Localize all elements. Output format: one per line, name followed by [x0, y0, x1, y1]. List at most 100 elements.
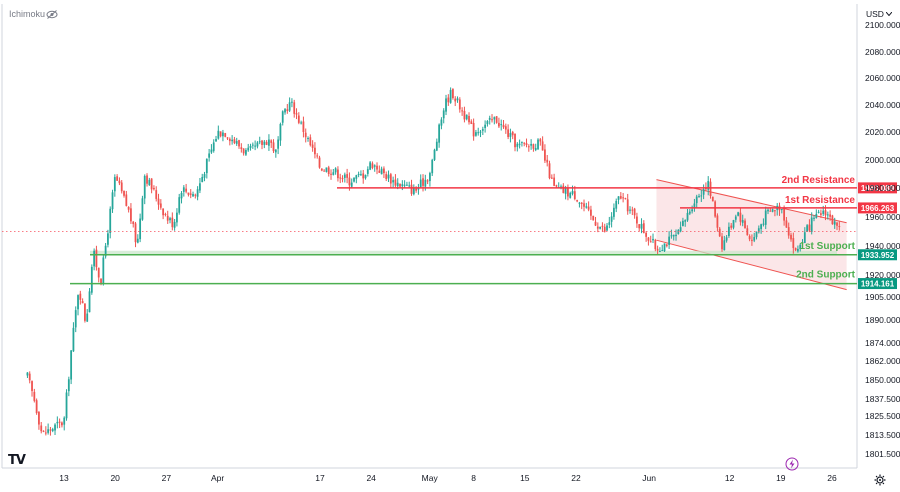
level-name-label: 2nd Resistance — [782, 175, 856, 186]
candle-body — [102, 257, 105, 284]
candle-body — [120, 182, 123, 192]
candle-body — [116, 176, 119, 181]
support-zone-band — [90, 250, 837, 255]
price-badge — [858, 202, 897, 214]
y-tick-label: 2020.000 — [865, 127, 900, 137]
candle-body — [176, 212, 178, 223]
candle-body — [663, 243, 666, 252]
candle-body — [383, 168, 385, 174]
candle-body — [537, 139, 539, 150]
candle-body — [546, 159, 549, 163]
candle-body — [774, 210, 776, 212]
candle-body — [484, 124, 487, 129]
candlestick-series — [2, 87, 857, 436]
candle-body — [67, 379, 70, 392]
y-tick-label: 1874.000 — [865, 338, 900, 348]
x-tick-label: 15 — [520, 473, 530, 483]
eye-icon[interactable] — [46, 10, 58, 19]
candle-body — [33, 391, 36, 401]
candle-body — [594, 221, 597, 226]
candle-body — [107, 233, 109, 245]
support-resistance-levels: 2nd Resistance 1980.089 1st Resistance 1966… — [70, 175, 897, 290]
candle-body — [251, 144, 254, 146]
candle-body — [560, 186, 562, 188]
candle-body — [58, 421, 61, 423]
currency-label[interactable]: USD — [866, 9, 884, 19]
indicator-label[interactable]: Ichimoku — [9, 9, 46, 19]
candle-body — [419, 179, 422, 187]
candle-body — [208, 153, 211, 158]
candle-body — [192, 194, 194, 197]
candle-body — [387, 174, 390, 179]
candle-body — [373, 165, 376, 167]
candle-body — [576, 200, 579, 202]
candle-body — [564, 188, 567, 194]
candle-body — [670, 235, 673, 237]
candle-body — [764, 210, 767, 225]
candle-body — [293, 102, 296, 114]
candle-body — [617, 196, 620, 200]
candle-body — [311, 144, 314, 148]
candle-body — [295, 113, 298, 115]
candle-body — [481, 129, 484, 131]
candle-body — [684, 220, 687, 222]
candle-body — [182, 187, 185, 192]
candle-body — [838, 226, 841, 228]
candle-body — [624, 198, 627, 200]
candle-body — [63, 417, 66, 425]
candle-body — [353, 177, 355, 182]
candle-body — [378, 170, 381, 173]
candle-body — [291, 101, 293, 103]
candle-body — [72, 327, 75, 352]
tradingview-logo-icon[interactable]: TV — [8, 453, 26, 468]
candle-body — [222, 132, 224, 137]
candle-body — [162, 208, 165, 216]
chevron-down-icon[interactable] — [886, 12, 892, 16]
candle-body — [622, 197, 625, 199]
candle-body — [81, 301, 84, 304]
channel-lower-line[interactable] — [656, 239, 847, 291]
candle-body — [65, 392, 68, 419]
channel-upper-line[interactable] — [656, 179, 847, 224]
y-tick-label: 1850.000 — [865, 375, 900, 385]
candle-body — [146, 175, 148, 184]
candle-body — [360, 174, 362, 176]
candle-body — [445, 98, 447, 112]
candle-body — [438, 124, 441, 143]
candle-body — [495, 116, 498, 123]
candle-body — [245, 150, 247, 155]
candle-body — [723, 240, 726, 251]
candle-body — [238, 140, 240, 147]
candle-body — [334, 168, 337, 173]
candle-body — [452, 89, 454, 99]
candle-body — [688, 211, 691, 214]
candle-body — [199, 183, 201, 191]
lightning-icon[interactable] — [785, 457, 799, 471]
x-tick-label: 27 — [162, 473, 172, 483]
candle-body — [194, 194, 197, 196]
candle-body — [615, 200, 618, 209]
candle-body — [544, 149, 546, 161]
candle-body — [613, 207, 615, 217]
candle-body — [417, 187, 420, 190]
candle-body — [587, 206, 590, 210]
candle-body — [371, 163, 374, 169]
candle-body — [571, 191, 574, 194]
price-axis[interactable]: 2100.000 2080.000 2060.000 2040.000 2020.000… — [865, 20, 900, 459]
candle-body — [123, 190, 125, 196]
candle-body — [769, 210, 772, 212]
candle-body — [228, 138, 231, 142]
candle-body — [258, 141, 261, 143]
candle-body — [113, 177, 116, 192]
candle-body — [755, 231, 758, 238]
candle-body — [491, 119, 493, 121]
gear-icon[interactable] — [874, 474, 886, 486]
candle-body — [366, 169, 369, 174]
candle-body — [150, 178, 153, 190]
candle-body — [302, 121, 305, 133]
x-tick-label: Jun — [642, 473, 656, 483]
time-axis[interactable]: 13 20 27 Apr 17 24 May 8 15 22 Jun 12 19 26 — [59, 473, 837, 483]
y-tick-label: 1813.500 — [865, 430, 900, 440]
